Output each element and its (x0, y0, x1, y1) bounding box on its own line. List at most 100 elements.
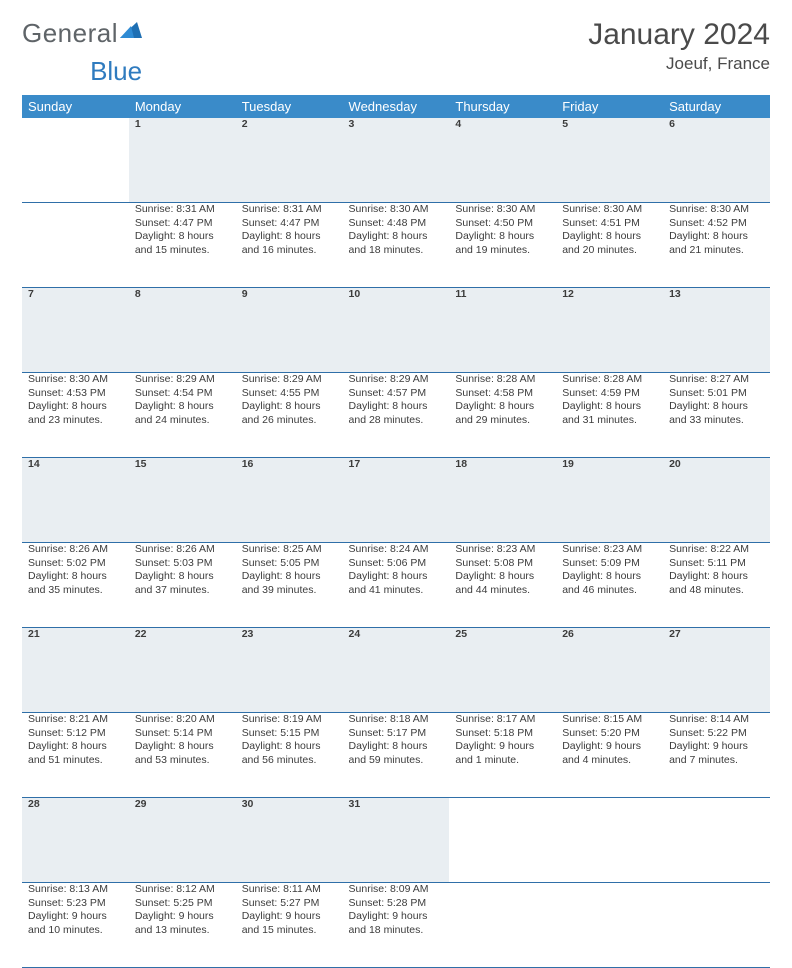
day-cell: Sunrise: 8:09 AMSunset: 5:28 PMDaylight:… (343, 883, 450, 968)
day2-line: and 20 minutes. (562, 244, 657, 258)
day2-line: and 18 minutes. (349, 924, 444, 938)
sunset-line: Sunset: 5:17 PM (349, 727, 444, 741)
sunset-line: Sunset: 4:59 PM (562, 387, 657, 401)
day-cell: Sunrise: 8:22 AMSunset: 5:11 PMDaylight:… (663, 543, 770, 628)
sunset-line: Sunset: 4:51 PM (562, 217, 657, 231)
day2-line: and 59 minutes. (349, 754, 444, 768)
sunrise-line: Sunrise: 8:28 AM (562, 373, 657, 387)
calendar-page: General January 2024 Joeuf, France Gene … (0, 0, 792, 612)
day-cell-lines: Sunrise: 8:09 AMSunset: 5:28 PMDaylight:… (349, 883, 444, 938)
calendar-table: Sunday Monday Tuesday Wednesday Thursday… (22, 95, 770, 968)
day-cell: Sunrise: 8:13 AMSunset: 5:23 PMDaylight:… (22, 883, 129, 968)
sunset-line: Sunset: 5:08 PM (455, 557, 550, 571)
day-number: 13 (663, 288, 770, 373)
day2-line: and 56 minutes. (242, 754, 337, 768)
day-number: 21 (22, 628, 129, 713)
day2-line: and 16 minutes. (242, 244, 337, 258)
day-number: 17 (343, 458, 450, 543)
day-number: 19 (556, 458, 663, 543)
sunset-line: Sunset: 4:55 PM (242, 387, 337, 401)
weekday-wed: Wednesday (343, 95, 450, 118)
day-number: 12 (556, 288, 663, 373)
sunset-line: Sunset: 5:15 PM (242, 727, 337, 741)
day-cell: Sunrise: 8:29 AMSunset: 4:55 PMDaylight:… (236, 373, 343, 458)
day1-line: Daylight: 8 hours (349, 230, 444, 244)
day-cell-lines: Sunrise: 8:31 AMSunset: 4:47 PMDaylight:… (242, 203, 337, 258)
weekday-row: Sunday Monday Tuesday Wednesday Thursday… (22, 95, 770, 118)
day1-line: Daylight: 8 hours (562, 570, 657, 584)
sunrise-line: Sunrise: 8:20 AM (135, 713, 230, 727)
brand-logo: General (22, 18, 142, 49)
day-cell: Sunrise: 8:31 AMSunset: 4:47 PMDaylight:… (236, 203, 343, 288)
day2-line: and 31 minutes. (562, 414, 657, 428)
day-number (449, 798, 556, 883)
day2-line: and 7 minutes. (669, 754, 764, 768)
day2-line: and 26 minutes. (242, 414, 337, 428)
sunset-line: Sunset: 5:22 PM (669, 727, 764, 741)
day-content-row: Sunrise: 8:21 AMSunset: 5:12 PMDaylight:… (22, 713, 770, 798)
day-cell: Sunrise: 8:15 AMSunset: 5:20 PMDaylight:… (556, 713, 663, 798)
sunset-line: Sunset: 4:53 PM (28, 387, 123, 401)
day2-line: and 51 minutes. (28, 754, 123, 768)
sunset-line: Sunset: 5:20 PM (562, 727, 657, 741)
day1-line: Daylight: 9 hours (562, 740, 657, 754)
weekday-mon: Monday (129, 95, 236, 118)
day-cell: Sunrise: 8:24 AMSunset: 5:06 PMDaylight:… (343, 543, 450, 628)
day-cell: Sunrise: 8:30 AMSunset: 4:52 PMDaylight:… (663, 203, 770, 288)
day-number: 1 (129, 118, 236, 203)
day-number: 25 (449, 628, 556, 713)
weekday-sun: Sunday (22, 95, 129, 118)
sunset-line: Sunset: 4:57 PM (349, 387, 444, 401)
day2-line: and 35 minutes. (28, 584, 123, 598)
sunrise-line: Sunrise: 8:26 AM (28, 543, 123, 557)
sunrise-line: Sunrise: 8:30 AM (562, 203, 657, 217)
day-number: 23 (236, 628, 343, 713)
day-cell-lines: Sunrise: 8:17 AMSunset: 5:18 PMDaylight:… (455, 713, 550, 768)
day-number: 10 (343, 288, 450, 373)
sunset-line: Sunset: 4:48 PM (349, 217, 444, 231)
day1-line: Daylight: 9 hours (135, 910, 230, 924)
day-number-row: 21222324252627 (22, 628, 770, 713)
sunrise-line: Sunrise: 8:31 AM (135, 203, 230, 217)
day-cell (556, 883, 663, 968)
day-cell-lines: Sunrise: 8:26 AMSunset: 5:02 PMDaylight:… (28, 543, 123, 598)
day-cell-lines: Sunrise: 8:30 AMSunset: 4:50 PMDaylight:… (455, 203, 550, 258)
day-cell: Sunrise: 8:26 AMSunset: 5:02 PMDaylight:… (22, 543, 129, 628)
sunset-line: Sunset: 5:11 PM (669, 557, 764, 571)
sunrise-line: Sunrise: 8:29 AM (349, 373, 444, 387)
day-number-row: 28293031 (22, 798, 770, 883)
day1-line: Daylight: 9 hours (349, 910, 444, 924)
day2-line: and 53 minutes. (135, 754, 230, 768)
sunrise-line: Sunrise: 8:28 AM (455, 373, 550, 387)
day-number: 5 (556, 118, 663, 203)
day-cell: Sunrise: 8:30 AMSunset: 4:51 PMDaylight:… (556, 203, 663, 288)
day-number-row: 78910111213 (22, 288, 770, 373)
day-cell-lines: Sunrise: 8:29 AMSunset: 4:57 PMDaylight:… (349, 373, 444, 428)
day-number: 7 (22, 288, 129, 373)
day-cell: Sunrise: 8:29 AMSunset: 4:54 PMDaylight:… (129, 373, 236, 458)
day-cell-lines: Sunrise: 8:30 AMSunset: 4:53 PMDaylight:… (28, 373, 123, 428)
day-cell: Sunrise: 8:20 AMSunset: 5:14 PMDaylight:… (129, 713, 236, 798)
day-cell: Sunrise: 8:19 AMSunset: 5:15 PMDaylight:… (236, 713, 343, 798)
sunrise-line: Sunrise: 8:30 AM (349, 203, 444, 217)
day-number: 2 (236, 118, 343, 203)
day1-line: Daylight: 9 hours (669, 740, 764, 754)
day-cell-lines: Sunrise: 8:26 AMSunset: 5:03 PMDaylight:… (135, 543, 230, 598)
sunrise-line: Sunrise: 8:27 AM (669, 373, 764, 387)
day2-line: and 15 minutes. (242, 924, 337, 938)
sunset-line: Sunset: 5:14 PM (135, 727, 230, 741)
sunrise-line: Sunrise: 8:30 AM (455, 203, 550, 217)
day-cell: Sunrise: 8:31 AMSunset: 4:47 PMDaylight:… (129, 203, 236, 288)
weekday-sat: Saturday (663, 95, 770, 118)
sunrise-line: Sunrise: 8:15 AM (562, 713, 657, 727)
day1-line: Daylight: 8 hours (455, 570, 550, 584)
weekday-fri: Friday (556, 95, 663, 118)
day-cell-lines: Sunrise: 8:25 AMSunset: 5:05 PMDaylight:… (242, 543, 337, 598)
sunrise-line: Sunrise: 8:13 AM (28, 883, 123, 897)
sunrise-line: Sunrise: 8:24 AM (349, 543, 444, 557)
day2-line: and 15 minutes. (135, 244, 230, 258)
day-number: 29 (129, 798, 236, 883)
day-cell: Sunrise: 8:28 AMSunset: 4:59 PMDaylight:… (556, 373, 663, 458)
day1-line: Daylight: 8 hours (135, 230, 230, 244)
day-content-row: Sunrise: 8:30 AMSunset: 4:53 PMDaylight:… (22, 373, 770, 458)
